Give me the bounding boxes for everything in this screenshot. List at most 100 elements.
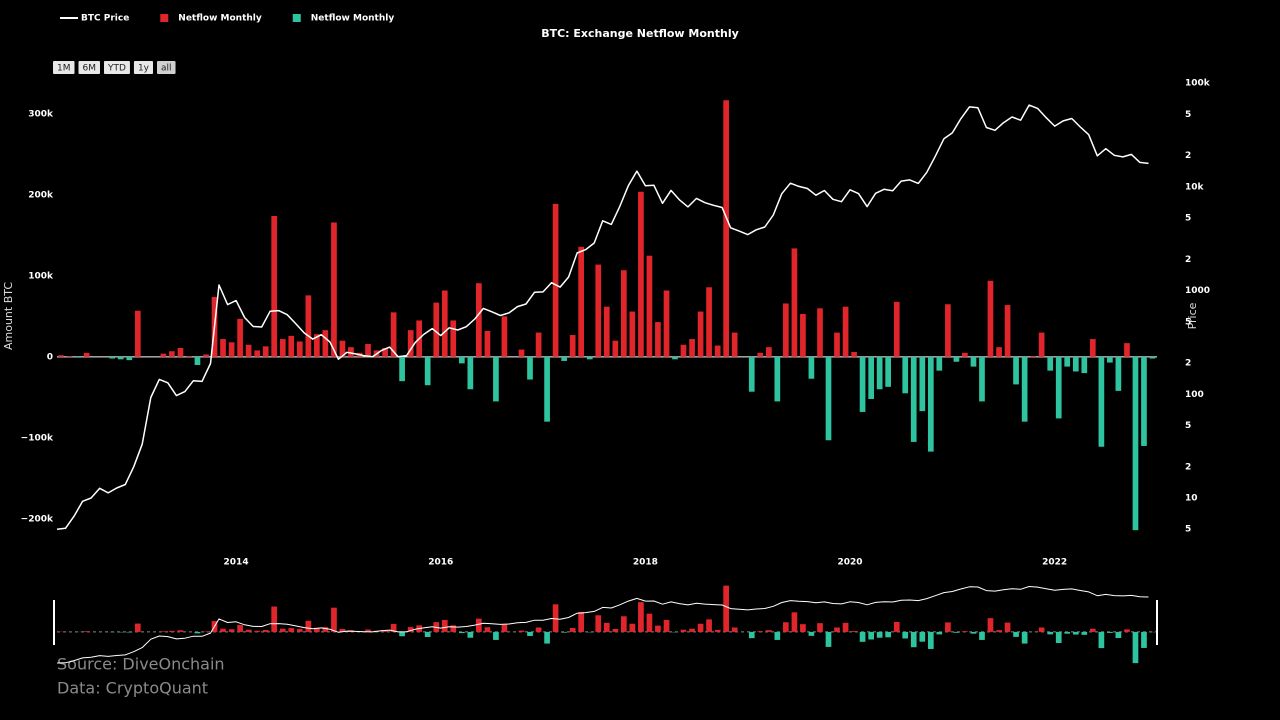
netflow-bar — [424, 356, 431, 386]
netflow-bar — [433, 302, 440, 357]
netflow-bar — [450, 320, 457, 357]
netflow-bar — [1030, 356, 1036, 357]
range-button[interactable] — [104, 61, 130, 74]
navigator-bar — [1107, 631, 1113, 633]
navigator-bar — [134, 623, 141, 632]
navigator-bar — [680, 629, 687, 632]
y2-tick-label: 1000 — [1185, 286, 1210, 296]
netflow-bar — [697, 311, 704, 357]
range-button[interactable] — [53, 61, 75, 74]
navigator-bar — [83, 631, 90, 632]
navigator-bar — [262, 630, 269, 632]
netflow-bar — [228, 342, 235, 357]
navigator-bar — [169, 630, 175, 632]
navigator-bar — [620, 616, 627, 632]
navigator-bar — [1115, 631, 1122, 639]
netflow-bar — [245, 344, 252, 357]
navigator-bar — [331, 607, 337, 632]
netflow-bar — [475, 283, 482, 357]
legend-swatch — [160, 14, 169, 22]
navigator-bar — [714, 629, 721, 632]
netflow-bar — [1141, 356, 1147, 446]
netflow-bar — [782, 303, 789, 357]
y2-tick-label: 100k — [1185, 79, 1211, 89]
netflow-bar — [612, 340, 619, 357]
navigator-bar — [791, 612, 798, 632]
range-button[interactable] — [78, 61, 101, 74]
netflow-bar — [518, 349, 525, 357]
navigator-bar — [1004, 622, 1011, 632]
netflow-bar — [868, 356, 875, 399]
navigator-bar — [825, 631, 832, 647]
y2-axis-title: Price — [1186, 302, 1199, 329]
navigator-bar — [527, 631, 533, 636]
y-tick-label: 300k — [28, 110, 54, 120]
navigator-bar — [1089, 628, 1096, 632]
range-button-label[interactable]: 1M — [57, 64, 71, 74]
netflow-bar — [109, 356, 116, 359]
navigator-bar — [399, 631, 405, 637]
netflow-bar — [646, 255, 653, 357]
navigator-bar — [962, 631, 968, 632]
netflow-bar — [1124, 343, 1130, 357]
range-button[interactable] — [133, 61, 153, 74]
chart-title: BTC: Exchange Netflow Monthly — [541, 27, 739, 40]
netflow-bar — [987, 280, 994, 357]
x-tick-label: 2020 — [837, 558, 862, 568]
netflow-bar — [1072, 356, 1079, 372]
navigator-handle-right[interactable] — [1156, 600, 1158, 645]
navigator-bar — [177, 630, 184, 632]
navigator-bar — [689, 628, 695, 632]
range-button-label[interactable]: YTD — [107, 64, 126, 74]
netflow-bar — [262, 346, 269, 357]
range-button-label[interactable]: 1y — [138, 64, 150, 74]
netflow-bar — [1055, 356, 1062, 419]
netflow-bar — [748, 356, 755, 392]
netflow-bar — [680, 344, 687, 357]
navigator-bar — [305, 620, 312, 632]
netflow-bar — [919, 356, 926, 412]
netflow-bar — [544, 356, 550, 422]
navigator-bar — [493, 631, 499, 640]
range-button-label[interactable]: all — [161, 64, 172, 74]
netflow-bar — [467, 356, 474, 390]
navigator-bar — [220, 628, 226, 632]
netflow-bar — [1021, 356, 1028, 422]
navigator-bar — [638, 602, 644, 632]
netflow-bar — [339, 340, 346, 357]
navigator-bar — [484, 627, 491, 632]
netflow-bar — [58, 355, 64, 357]
netflow-bar — [791, 248, 798, 357]
netflow-bar — [1089, 339, 1096, 357]
navigator-bar — [160, 631, 167, 632]
netflow-bar — [169, 351, 175, 357]
netflow-bar — [527, 356, 533, 380]
navigator-bar — [441, 619, 448, 632]
netflow-bar — [322, 330, 329, 357]
netflow-bar — [808, 356, 815, 379]
navigator-bar — [245, 629, 252, 632]
x-tick-label: 2016 — [428, 558, 453, 568]
netflow-bar — [1047, 356, 1054, 371]
netflow-bar — [945, 304, 951, 357]
navigator-line — [56, 586, 1149, 664]
netflow-bar — [126, 356, 133, 361]
range-button[interactable] — [157, 61, 176, 74]
navigator-bar — [518, 630, 525, 632]
navigator-bar — [765, 630, 772, 632]
navigator-bar — [868, 631, 875, 640]
navigator-bar — [1055, 631, 1062, 643]
navigator-handle-left[interactable] — [53, 600, 55, 645]
legend-label: BTC Price — [81, 14, 129, 24]
range-button-label[interactable]: 6M — [83, 64, 97, 74]
navigator-bar — [953, 631, 960, 633]
navigator-bar — [475, 618, 482, 632]
navigator-bar — [1132, 631, 1139, 664]
navigator-bar — [655, 625, 661, 632]
navigator-bar — [723, 585, 730, 632]
netflow-bar — [757, 352, 764, 357]
netflow-bar — [603, 306, 610, 357]
y2-tick-label: 2 — [1185, 255, 1191, 265]
navigator-bar — [254, 630, 261, 632]
navigator-bar — [748, 631, 755, 639]
